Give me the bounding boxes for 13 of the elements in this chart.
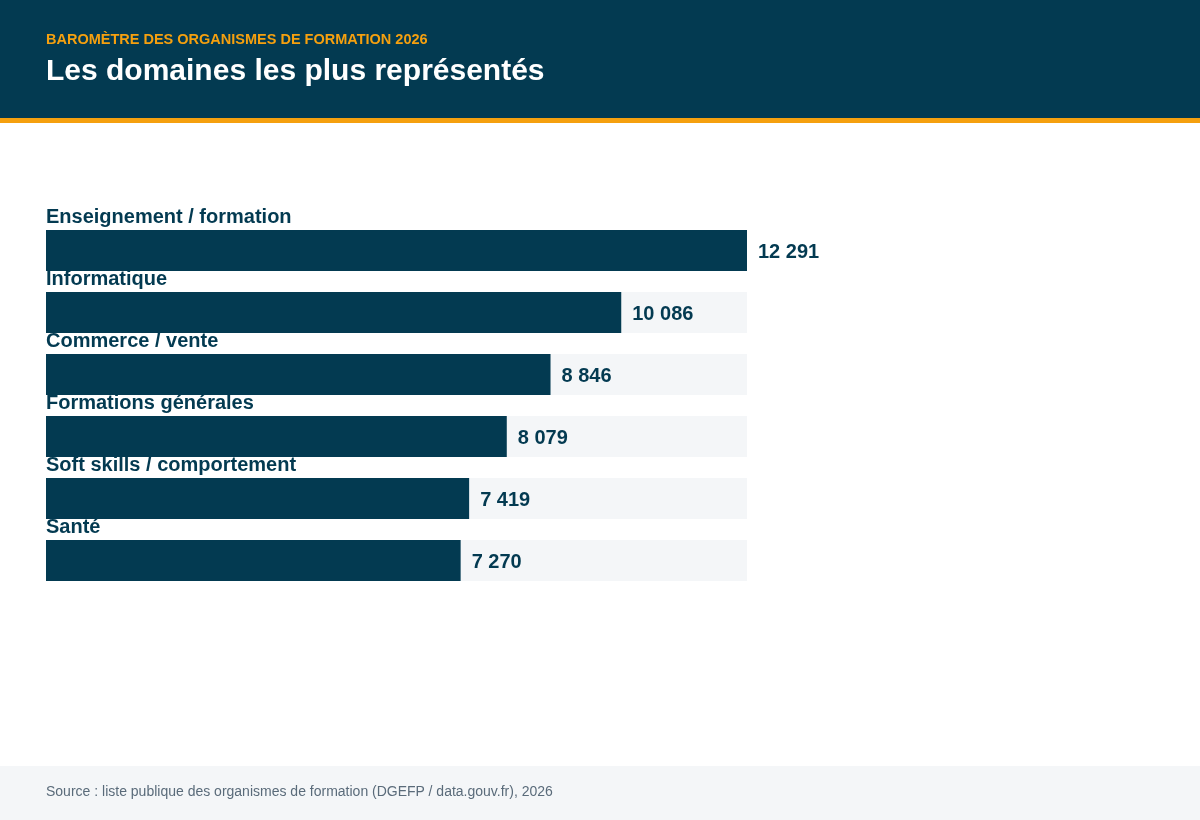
data-label: 7 270 [471, 549, 522, 572]
chart-subtitle: BAROMÈTRE DES ORGANISMES DE FORMATION 2026 [46, 31, 428, 47]
data-label: 12 291 [758, 239, 820, 262]
y-tick-label: Formations générales [46, 391, 254, 413]
y-tick-label: Informatique [46, 267, 168, 289]
data-label: 7 419 [480, 487, 531, 510]
source-note: Source : liste publique des organismes de formation (DGEFP / data.gouv.fr), 2026 [46, 783, 554, 799]
y-tick-label: Santé [46, 515, 101, 537]
data-label: 8 846 [561, 363, 612, 386]
chart-title: Les domaines les plus représentés [46, 53, 545, 86]
data-label: 10 086 [632, 301, 694, 324]
y-tick-label: Enseignement / formation [46, 205, 292, 227]
data-label: 8 079 [517, 425, 568, 448]
